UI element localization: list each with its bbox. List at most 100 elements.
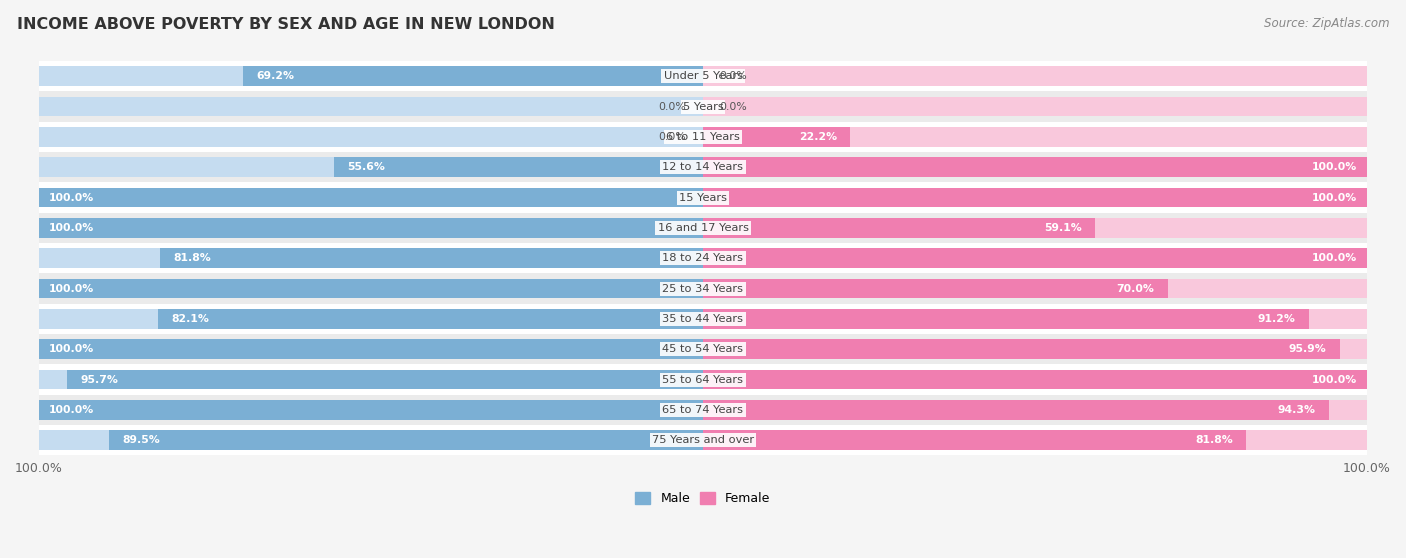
Bar <box>703 370 1367 389</box>
Bar <box>703 187 1367 208</box>
Bar <box>39 279 703 299</box>
Bar <box>39 334 1367 364</box>
Bar <box>703 127 1367 147</box>
Bar <box>39 430 703 450</box>
Bar <box>703 400 1329 420</box>
Bar <box>39 66 703 86</box>
Bar <box>703 400 1367 420</box>
Text: 35 to 44 Years: 35 to 44 Years <box>662 314 744 324</box>
Text: 15 Years: 15 Years <box>679 193 727 203</box>
Bar <box>39 364 1367 395</box>
Text: 89.5%: 89.5% <box>122 435 160 445</box>
Bar <box>39 97 703 117</box>
Text: Source: ZipAtlas.com: Source: ZipAtlas.com <box>1264 17 1389 30</box>
Bar <box>67 370 703 389</box>
Text: 100.0%: 100.0% <box>1312 162 1357 172</box>
Bar <box>39 157 703 177</box>
Text: 0.0%: 0.0% <box>720 102 748 112</box>
Bar <box>39 248 703 268</box>
Bar <box>39 187 703 208</box>
Bar <box>243 66 703 86</box>
Bar <box>39 243 1367 273</box>
Bar <box>703 248 1367 268</box>
Bar <box>39 395 1367 425</box>
Bar <box>703 430 1246 450</box>
Bar <box>39 370 703 389</box>
Bar <box>39 339 703 359</box>
Bar <box>39 213 1367 243</box>
Text: 59.1%: 59.1% <box>1045 223 1083 233</box>
Text: Under 5 Years: Under 5 Years <box>664 71 742 81</box>
Text: 55.6%: 55.6% <box>347 162 385 172</box>
Text: 94.3%: 94.3% <box>1278 405 1316 415</box>
Bar <box>39 122 1367 152</box>
Text: 100.0%: 100.0% <box>49 223 94 233</box>
Bar <box>39 425 1367 455</box>
Bar <box>703 218 1367 238</box>
Bar <box>703 430 1367 450</box>
Text: 82.1%: 82.1% <box>172 314 209 324</box>
Bar <box>39 309 703 329</box>
Bar <box>157 309 703 329</box>
Text: 100.0%: 100.0% <box>1312 374 1357 384</box>
Bar <box>703 279 1367 299</box>
Text: 100.0%: 100.0% <box>49 405 94 415</box>
Text: 12 to 14 Years: 12 to 14 Years <box>662 162 744 172</box>
Text: 100.0%: 100.0% <box>1312 193 1357 203</box>
Text: 5 Years: 5 Years <box>683 102 723 112</box>
Text: 69.2%: 69.2% <box>257 71 295 81</box>
Bar <box>703 218 1095 238</box>
Bar <box>703 248 1367 268</box>
Bar <box>39 339 703 359</box>
Text: 100.0%: 100.0% <box>49 193 94 203</box>
Bar <box>39 187 703 208</box>
Text: 81.8%: 81.8% <box>173 253 211 263</box>
Bar <box>108 430 703 450</box>
Text: 25 to 34 Years: 25 to 34 Years <box>662 283 744 294</box>
Text: 0.0%: 0.0% <box>658 132 686 142</box>
Bar <box>39 218 703 238</box>
Bar <box>703 370 1367 389</box>
Text: 0.0%: 0.0% <box>658 102 686 112</box>
Text: 0.0%: 0.0% <box>720 71 748 81</box>
Bar <box>39 92 1367 122</box>
Bar <box>39 304 1367 334</box>
Text: 16 and 17 Years: 16 and 17 Years <box>658 223 748 233</box>
Bar <box>39 127 703 147</box>
Text: 95.7%: 95.7% <box>80 374 118 384</box>
Text: 75 Years and over: 75 Years and over <box>652 435 754 445</box>
Text: 55 to 64 Years: 55 to 64 Years <box>662 374 744 384</box>
Bar <box>703 127 851 147</box>
Bar <box>703 66 1367 86</box>
Text: 70.0%: 70.0% <box>1116 283 1154 294</box>
Text: 18 to 24 Years: 18 to 24 Years <box>662 253 744 263</box>
Bar <box>703 157 1367 177</box>
Bar <box>703 157 1367 177</box>
Text: 100.0%: 100.0% <box>1312 253 1357 263</box>
Text: 65 to 74 Years: 65 to 74 Years <box>662 405 744 415</box>
Bar <box>39 218 703 238</box>
Bar <box>39 61 1367 92</box>
Text: 100.0%: 100.0% <box>49 344 94 354</box>
Bar <box>703 309 1367 329</box>
Bar <box>703 339 1367 359</box>
Bar <box>703 279 1168 299</box>
Text: 6 to 11 Years: 6 to 11 Years <box>666 132 740 142</box>
Bar <box>703 187 1367 208</box>
Bar <box>703 339 1340 359</box>
Text: INCOME ABOVE POVERTY BY SEX AND AGE IN NEW LONDON: INCOME ABOVE POVERTY BY SEX AND AGE IN N… <box>17 17 555 32</box>
Bar <box>39 152 1367 182</box>
Text: 95.9%: 95.9% <box>1289 344 1326 354</box>
Text: 81.8%: 81.8% <box>1195 435 1233 445</box>
Bar <box>333 157 703 177</box>
Legend: Male, Female: Male, Female <box>630 487 776 510</box>
Bar <box>39 273 1367 304</box>
Bar <box>160 248 703 268</box>
Text: 45 to 54 Years: 45 to 54 Years <box>662 344 744 354</box>
Bar <box>703 97 1367 117</box>
Text: 22.2%: 22.2% <box>799 132 837 142</box>
Bar <box>39 400 703 420</box>
Text: 91.2%: 91.2% <box>1257 314 1295 324</box>
Bar <box>703 309 1309 329</box>
Bar <box>39 279 703 299</box>
